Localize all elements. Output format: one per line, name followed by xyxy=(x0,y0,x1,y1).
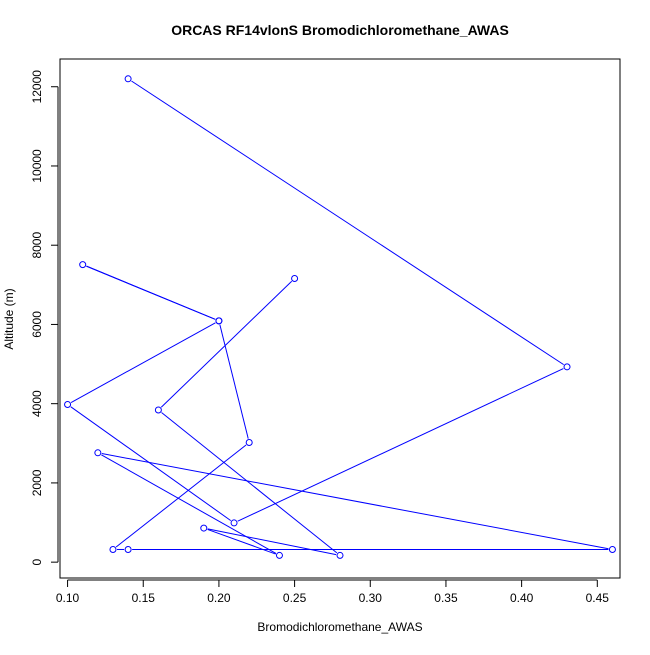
x-tick-label: 0.35 xyxy=(434,591,458,605)
data-point xyxy=(79,261,87,269)
data-point xyxy=(109,545,117,553)
x-tick-label: 0.45 xyxy=(586,591,610,605)
chart-title: ORCAS RF14vlonS Bromodichloromethane_AWA… xyxy=(171,22,509,38)
series-segment xyxy=(237,368,564,522)
data-point xyxy=(64,400,72,408)
series-segment xyxy=(161,412,338,554)
data-point xyxy=(215,317,223,325)
data-point xyxy=(245,439,253,447)
x-axis-label: Bromodichloromethane_AWAS xyxy=(257,620,422,634)
data-point xyxy=(336,551,344,559)
series-segment xyxy=(86,265,216,320)
y-tick-label: 12000 xyxy=(30,70,44,104)
data-point xyxy=(154,406,162,414)
x-tick-label: 0.40 xyxy=(510,591,534,605)
y-tick-label: 6000 xyxy=(30,311,44,338)
x-tick-label: 0.30 xyxy=(359,591,383,605)
series-segment xyxy=(70,322,216,403)
x-tick-label: 0.25 xyxy=(283,591,307,605)
plot-frame xyxy=(59,58,621,579)
series-segment xyxy=(131,80,564,366)
y-tick-label: 10000 xyxy=(30,149,44,183)
y-axis: 0 2000 4000 6000 8000 10000 12000 xyxy=(30,70,59,565)
data-point xyxy=(230,519,238,527)
y-tick-label: 4000 xyxy=(30,390,44,417)
x-tick-label: 0.10 xyxy=(56,591,80,605)
series-segment xyxy=(219,324,249,439)
y-tick-label: 0 xyxy=(30,558,44,565)
data-point xyxy=(124,75,132,83)
data-point xyxy=(94,449,102,457)
data-point xyxy=(291,274,299,282)
series-segment xyxy=(160,280,293,408)
y-tick-label: 2000 xyxy=(30,469,44,496)
series-segment xyxy=(207,528,337,556)
x-tick-label: 0.20 xyxy=(207,591,231,605)
series-segment xyxy=(101,453,609,550)
series-segment xyxy=(70,406,232,522)
series-segment xyxy=(115,444,247,548)
y-tick-label: 8000 xyxy=(30,232,44,259)
data-point xyxy=(124,545,132,553)
series-segment xyxy=(207,528,276,555)
x-axis: 0.10 0.15 0.20 0.25 0.30 0.35 0.40 0.45 xyxy=(56,579,610,605)
data-point xyxy=(608,545,616,553)
y-axis-label: Altitude (m) xyxy=(2,288,16,349)
series-layer xyxy=(64,75,616,559)
data-point xyxy=(200,524,208,532)
x-tick-label: 0.15 xyxy=(132,591,156,605)
data-point xyxy=(563,363,571,371)
data-point xyxy=(275,551,283,559)
